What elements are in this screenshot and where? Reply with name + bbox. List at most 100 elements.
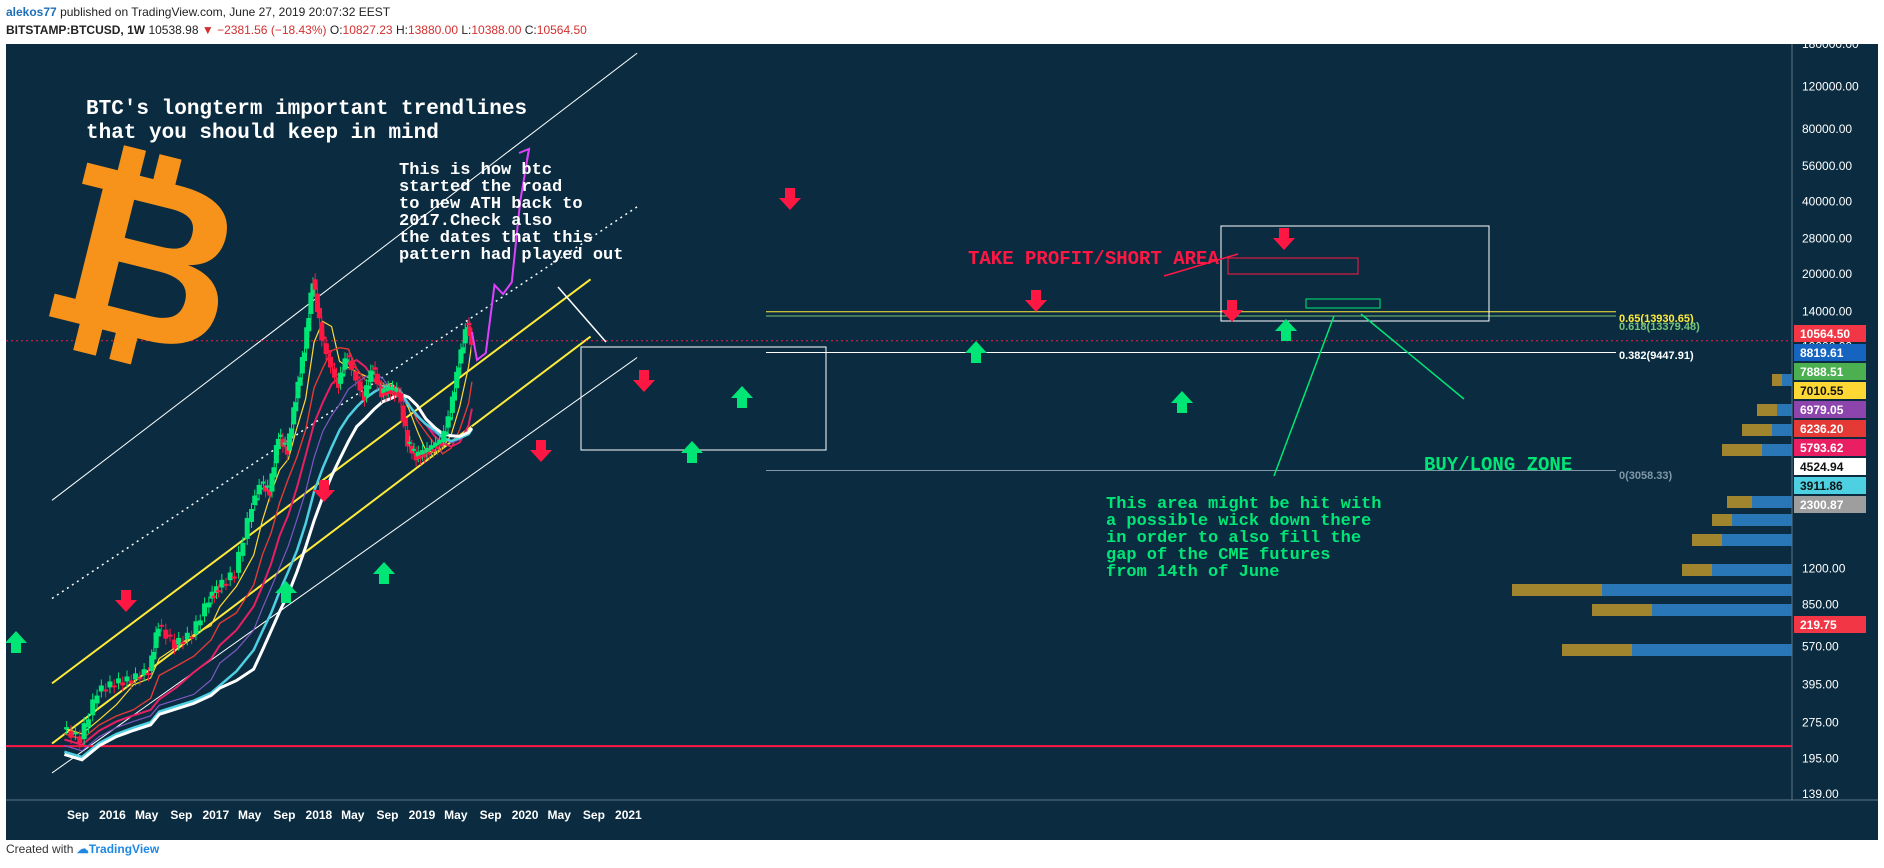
wick-note-line: This area might be hit with: [1106, 495, 1381, 514]
chart-title-line2: that you should keep in mind: [86, 122, 439, 145]
tradingview-brand[interactable]: TradingView: [88, 842, 160, 856]
candle-body: [420, 450, 426, 455]
y-tick-label: 139.00: [1802, 787, 1839, 801]
candle-body: [370, 371, 376, 375]
x-tick-label: 2016: [99, 808, 126, 822]
candle-body: [445, 416, 451, 428]
price-tag-bg: [1794, 363, 1866, 380]
candle-body: [387, 390, 393, 394]
candle-body: [282, 442, 288, 445]
x-tick-label: Sep: [170, 808, 192, 822]
moving-average-5: [63, 392, 474, 762]
candle-body: [293, 402, 299, 412]
candle-body: [248, 508, 254, 522]
candle-body: [197, 620, 203, 626]
buy-arrow-icon: [1275, 319, 1297, 341]
y-tick-label: 570.00: [1802, 639, 1839, 653]
price-tag-label: 5793.62: [1800, 441, 1844, 455]
price-tag-bg: [1794, 401, 1866, 418]
candle-body: [85, 719, 91, 728]
candle-body: [357, 381, 363, 391]
candle-body: [433, 442, 439, 448]
buy-zone-box: [1305, 298, 1381, 309]
plot-area[interactable]: [6, 44, 1792, 800]
candle-body: [151, 651, 157, 660]
author-name[interactable]: alekos77: [6, 5, 57, 19]
candle-body: [273, 445, 279, 464]
price-chart[interactable]: ₿ BTC's longterm important trendlines th…: [6, 44, 1878, 840]
volume-bar-value: [1712, 514, 1732, 526]
last-price: 10538.98: [148, 23, 199, 37]
fib-label-0382: 0.382(9447.91): [1619, 350, 1694, 362]
x-tick-label: Sep: [583, 808, 605, 822]
close-value: 10564.50: [536, 23, 587, 37]
price-tag-label: 6236.20: [1800, 422, 1844, 436]
candle-body: [258, 487, 264, 490]
candle-body: [452, 392, 458, 401]
price-tag-label: 8819.61: [1800, 346, 1844, 360]
price-tag-bg: [1794, 439, 1866, 456]
buy-zone-pointer: [1360, 313, 1465, 400]
candle-body: [469, 336, 475, 345]
candle-body: [90, 699, 96, 716]
candle-body: [323, 343, 329, 355]
candle-body: [72, 732, 78, 735]
y-tick-label: 20000.00: [1802, 267, 1852, 281]
price-tag-label: 7010.55: [1800, 384, 1844, 398]
candle-body: [374, 373, 380, 385]
candle-body: [394, 388, 400, 392]
price-tag-label: 6979.05: [1800, 403, 1844, 417]
candle-body: [171, 639, 177, 649]
candle-body: [302, 352, 308, 362]
chart-title-line1: BTC's longterm important trendlines: [86, 98, 527, 121]
candle-body: [256, 484, 262, 495]
price-tag-label: 219.75: [1800, 618, 1837, 632]
low-label: L:: [461, 23, 472, 37]
candle-body: [167, 634, 173, 637]
candle-body: [236, 551, 242, 573]
price-tags: 10564.50 8819.61 7888.51 7010.55 6979.05 6236…: [1794, 325, 1866, 633]
candle-body: [348, 360, 354, 370]
candle-body: [155, 628, 161, 637]
candle-body: [466, 323, 472, 326]
change-down-icon: ▼: [201, 23, 214, 37]
publish-text: published on TradingView.com, June 27, 2…: [60, 5, 391, 19]
sell-arrow-icon: [530, 440, 552, 462]
x-tick-label: 2019: [409, 808, 436, 822]
candle-body: [291, 407, 297, 425]
volume-bar-up: [1602, 584, 1792, 596]
candle-body: [153, 632, 159, 648]
price-tag-bg: [1794, 344, 1866, 361]
candle-body: [263, 485, 269, 492]
open-value: 10827.23: [342, 23, 393, 37]
candle-body: [413, 452, 419, 461]
projection-path: [470, 147, 1465, 477]
buy-arrow-icon: [1171, 391, 1193, 413]
sell-arrow-icon: [1221, 300, 1243, 322]
candle-body: [271, 467, 277, 478]
candle-body: [458, 349, 464, 364]
price-tag-label: 4524.94: [1800, 460, 1844, 474]
candle-body: [189, 636, 195, 639]
tradingview-logo-icon[interactable]: ☁: [76, 842, 89, 856]
volume-bar-up: [1752, 496, 1792, 508]
candle-body: [383, 392, 389, 396]
candle-body: [244, 517, 250, 539]
y-tick-label: 14000.00: [1802, 304, 1852, 318]
candle-body: [216, 590, 222, 593]
take-profit-box: [1227, 257, 1359, 275]
buy-zone-label: BUY/LONG ZONE: [1424, 454, 1572, 476]
volume-bar-value: [1592, 604, 1652, 616]
pattern-note-line: 2017.Check also: [399, 212, 552, 231]
fib-levels: [766, 311, 1616, 471]
pattern-note-line: pattern had played out: [399, 246, 623, 265]
candle-body: [193, 621, 199, 635]
volume-bar-up: [1712, 564, 1792, 576]
take-profit-pointer: [1163, 253, 1239, 277]
candle-body: [437, 439, 443, 446]
candle-body: [252, 495, 258, 505]
candle-body: [163, 629, 169, 639]
time-axis[interactable]: [6, 800, 1878, 840]
wick-note-line: in order to also fill the: [1106, 529, 1361, 548]
candle-body: [265, 485, 271, 488]
